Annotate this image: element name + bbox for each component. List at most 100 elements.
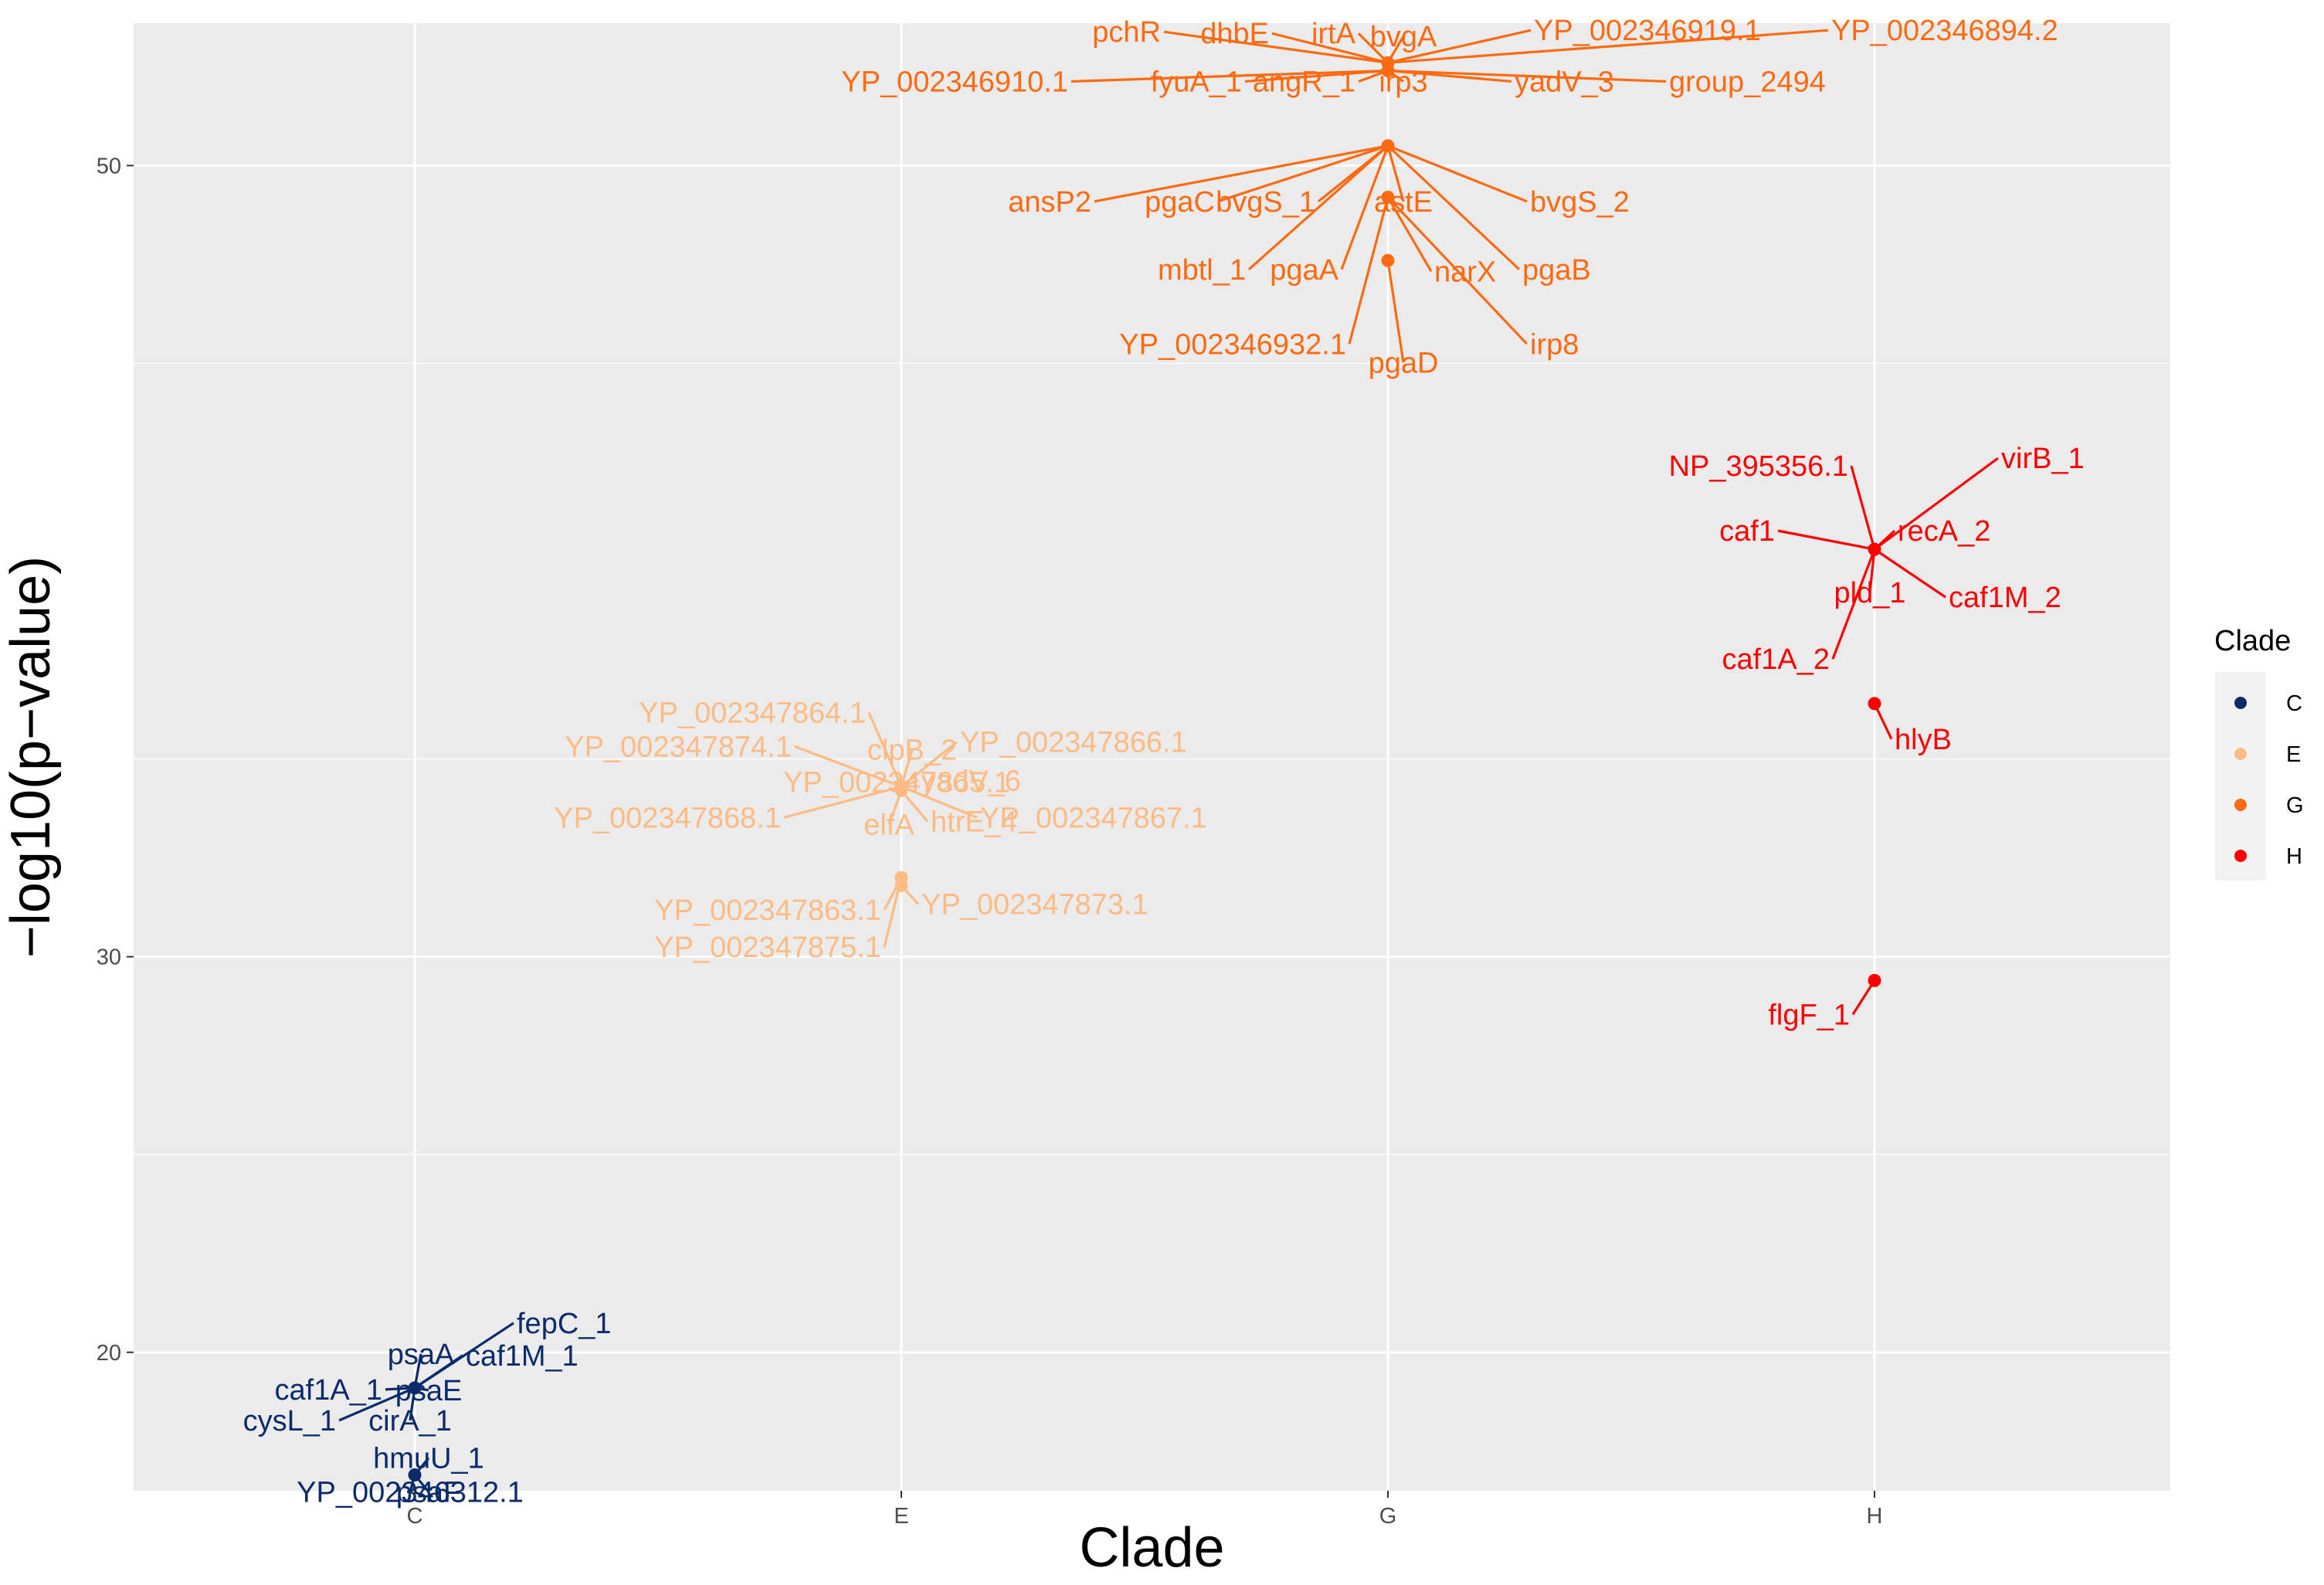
data-point bbox=[1381, 139, 1395, 153]
point-label: group_2494 bbox=[1669, 66, 1826, 98]
point-label: YP_002347864.1 bbox=[639, 697, 866, 729]
point-labels: fepC_1 psaA caf1M_1 caf1A_1 psaE cysL_1 cirA_1… bbox=[243, 15, 2085, 1509]
point-label: psaE bbox=[395, 1375, 463, 1407]
data-point bbox=[1868, 542, 1881, 556]
leader-line bbox=[1387, 69, 1667, 83]
point-label: fyuA_1 bbox=[1151, 66, 1242, 98]
data-point bbox=[408, 1468, 422, 1482]
point-label: dhbE bbox=[1200, 18, 1269, 50]
leader-line bbox=[1874, 456, 1999, 551]
leader-line bbox=[1387, 29, 1532, 64]
leader-line bbox=[338, 1386, 416, 1422]
legend-label: C bbox=[2286, 691, 2302, 716]
data-point bbox=[1868, 697, 1881, 711]
point-label: cirA_1 bbox=[368, 1405, 452, 1437]
point-label: YP_002346932.1 bbox=[1119, 328, 1346, 361]
legend-title: Clade bbox=[2214, 625, 2291, 657]
leader-lines bbox=[338, 29, 1999, 1493]
x-tick-label: H bbox=[1867, 1504, 1883, 1529]
y-tick-label: 30 bbox=[97, 945, 121, 970]
leader-line bbox=[1244, 69, 1389, 83]
leader-line bbox=[794, 745, 902, 788]
leader-line bbox=[1386, 196, 1528, 345]
y-tick-label: 50 bbox=[97, 154, 121, 178]
data-point bbox=[894, 784, 908, 798]
point-label: irp3 bbox=[1379, 66, 1427, 98]
point-label: htrE_4 bbox=[931, 806, 1017, 839]
point-label: irp8 bbox=[1530, 328, 1579, 361]
point-label: irtA bbox=[1311, 18, 1356, 50]
point-label: YP_002346919.1 bbox=[1534, 15, 1761, 47]
point-label: elfA bbox=[863, 809, 914, 842]
leader-line bbox=[900, 741, 958, 788]
point-label: hlyB bbox=[1895, 724, 1952, 756]
leader-line bbox=[1163, 30, 1389, 64]
point-label: caf1A_1 bbox=[275, 1374, 382, 1407]
legend-key bbox=[2234, 850, 2247, 862]
point-label: pchR bbox=[1092, 16, 1161, 49]
data-point bbox=[894, 878, 908, 892]
x-axis-title: Clade bbox=[1079, 1517, 1224, 1579]
leader-line bbox=[901, 785, 978, 819]
point-label: yadV_3 bbox=[1515, 66, 1614, 98]
point-label: astE bbox=[1374, 186, 1433, 219]
leader-line bbox=[1386, 196, 1433, 273]
leader-line bbox=[1386, 145, 1405, 202]
point-label: virB_1 bbox=[2001, 443, 2085, 475]
x-tick-label: E bbox=[894, 1504, 908, 1529]
data-points bbox=[408, 56, 1881, 1482]
grid-minor bbox=[134, 362, 2170, 1156]
point-label: pgaD bbox=[1369, 347, 1439, 379]
point-label: caf1 bbox=[1719, 515, 1775, 548]
point-label: YP_002346910.1 bbox=[841, 66, 1068, 98]
legend-key bbox=[2234, 697, 2247, 709]
data-point bbox=[408, 1381, 422, 1395]
leader-line bbox=[1094, 144, 1389, 203]
point-label: bvgS_1 bbox=[1216, 186, 1315, 219]
point-label: caf1M_1 bbox=[466, 1340, 578, 1373]
point-label: bvgS_2 bbox=[1530, 186, 1630, 219]
point-label: YP_002347868.1 bbox=[554, 802, 781, 834]
point-label: cysL_1 bbox=[243, 1405, 336, 1437]
leader-line bbox=[1247, 144, 1389, 270]
x-tick-label: C bbox=[407, 1504, 423, 1529]
point-label: ansP2 bbox=[1008, 186, 1091, 219]
point-label: flgF_1 bbox=[1768, 999, 1850, 1031]
y-tick-label: 20 bbox=[97, 1341, 121, 1366]
point-label: pgaC bbox=[1145, 186, 1215, 219]
point-label: NP_395356.1 bbox=[1669, 450, 1848, 483]
point-label: YP_002347875.1 bbox=[654, 932, 881, 964]
point-label: YP_002347874.1 bbox=[565, 731, 792, 763]
data-point bbox=[1381, 190, 1395, 204]
legend-items: C E G H bbox=[2234, 691, 2304, 869]
data-point bbox=[1868, 973, 1881, 987]
point-label: YP_002347865.1 bbox=[783, 766, 1010, 799]
point-label: psaA bbox=[388, 1339, 455, 1371]
point-label: YP_002346894.2 bbox=[1831, 15, 2058, 47]
point-label: mbtl_1 bbox=[1158, 254, 1246, 287]
leader-line bbox=[900, 789, 929, 823]
data-point bbox=[1381, 253, 1395, 267]
leader-line bbox=[414, 1354, 463, 1390]
leader-line bbox=[1831, 548, 1876, 660]
leader-line bbox=[1271, 32, 1389, 64]
point-label: clpB_2 bbox=[867, 734, 957, 766]
legend: Clade C E G H bbox=[2214, 625, 2304, 881]
point-label: YP_002347866.1 bbox=[960, 726, 1187, 759]
leader-line bbox=[1386, 260, 1405, 363]
point-label: bvgA bbox=[1370, 21, 1437, 53]
point-label: caf1A_2 bbox=[1722, 643, 1830, 676]
leader-line bbox=[1874, 548, 1946, 599]
point-label: pld_1 bbox=[1834, 577, 1906, 609]
leader-line bbox=[1387, 29, 1829, 64]
leader-line bbox=[1777, 529, 1875, 551]
point-label: pgaA bbox=[1270, 254, 1338, 287]
point-label: caf1M_2 bbox=[1949, 582, 2061, 614]
leader-line bbox=[1217, 144, 1389, 203]
legend-label: G bbox=[2286, 793, 2304, 818]
y-axis: 20 30 50 bbox=[97, 154, 134, 1366]
point-label: YP_002347873.1 bbox=[921, 888, 1148, 921]
legend-key bbox=[2234, 748, 2247, 760]
leader-line bbox=[1868, 548, 1876, 593]
